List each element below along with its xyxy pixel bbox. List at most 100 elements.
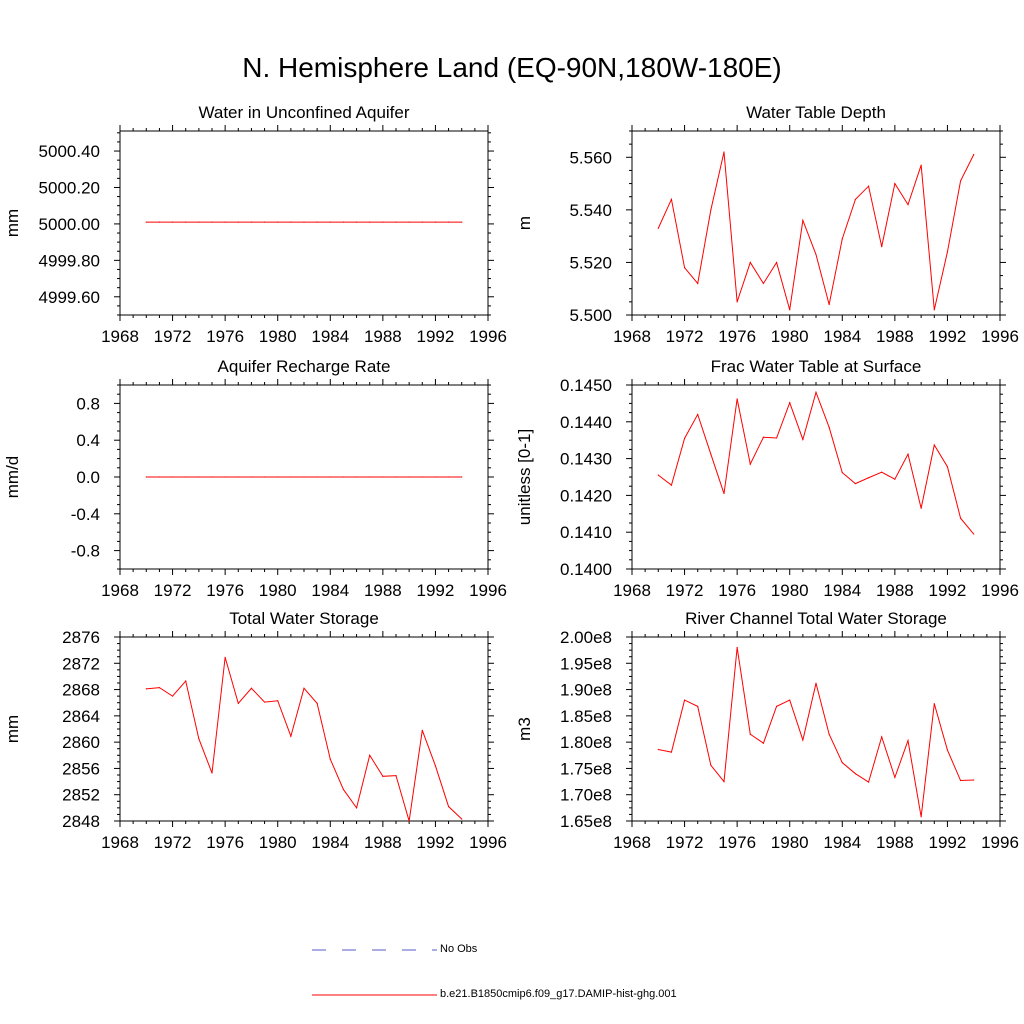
chart-panel-1: Water in Unconfined Aquifer mm 1968 1972 197…	[3, 103, 507, 346]
x-tick-label: 1972	[154, 833, 192, 852]
x-tick-label: 1988	[364, 833, 402, 852]
x-tick-label: 1984	[823, 327, 861, 346]
data-point	[237, 221, 239, 223]
y-tick-label: 1.75e8	[560, 759, 612, 778]
data-point	[670, 751, 673, 753]
y-axis-label: mm/d	[3, 456, 22, 499]
x-tick-label: 1996	[981, 327, 1019, 346]
chart-title: Water Table Depth	[746, 103, 886, 122]
x-tick-label: 1988	[876, 581, 914, 600]
data-point	[211, 772, 213, 774]
y-tick-label: 2860	[62, 733, 100, 752]
data-point	[421, 729, 423, 731]
y-tick-label: 5.500	[569, 306, 612, 325]
x-tick-label: 1984	[311, 833, 349, 852]
x-tick-label: 1988	[876, 327, 914, 346]
x-tick-label: 1984	[311, 327, 349, 346]
y-tick-label: 5000.20	[39, 178, 100, 197]
data-point	[697, 413, 699, 416]
y-tick-label: 1.70e8	[560, 786, 612, 805]
x-tick-label: 1992	[417, 327, 455, 346]
data-point	[723, 780, 725, 783]
data-point	[303, 476, 305, 478]
data-point	[447, 221, 450, 223]
data-point	[158, 476, 161, 478]
y-tick-label: 4999.80	[39, 251, 100, 270]
x-tick-label: 1976	[206, 833, 244, 852]
x-tick-label: 1992	[417, 581, 455, 600]
data-point	[907, 453, 909, 455]
data-point	[447, 476, 450, 478]
data-point	[710, 764, 712, 766]
y-tick-label: 0.1440	[560, 413, 612, 432]
data-point	[736, 398, 738, 400]
data-point	[171, 695, 174, 697]
data-point	[408, 221, 410, 223]
data-point	[145, 688, 147, 690]
data-point	[369, 754, 371, 756]
y-axis-label: m	[515, 216, 534, 230]
data-point	[867, 781, 870, 783]
x-tick-label: 1980	[259, 327, 297, 346]
data-point	[710, 209, 712, 211]
data-point	[434, 221, 437, 223]
y-axis-label: unitless [0-1]	[515, 429, 534, 525]
data-point	[828, 733, 830, 735]
chart-title: River Channel Total Water Storage	[685, 609, 947, 628]
data-point	[224, 476, 226, 478]
y-tick-label: 1.95e8	[560, 654, 612, 673]
data-point	[355, 807, 358, 809]
data-point	[749, 733, 751, 735]
data-point	[290, 476, 292, 478]
data-point	[342, 476, 345, 478]
data-point	[224, 656, 226, 658]
data-point	[854, 198, 857, 200]
data-point	[185, 476, 187, 478]
x-tick-label: 1972	[666, 327, 704, 346]
data-point	[959, 779, 962, 782]
data-point	[198, 738, 200, 740]
data-point	[749, 463, 751, 465]
data-point	[736, 301, 738, 303]
data-point	[789, 309, 791, 311]
data-point	[657, 748, 659, 751]
data-point	[867, 477, 870, 479]
data-point	[369, 476, 371, 478]
data-point	[841, 238, 843, 240]
data-point	[881, 246, 883, 248]
x-tick-label: 1996	[469, 833, 507, 852]
x-tick-label: 1980	[259, 833, 297, 852]
data-point	[277, 476, 279, 478]
y-tick-label: 1.85e8	[560, 707, 612, 726]
x-tick-label: 1972	[666, 833, 704, 852]
data-point	[802, 739, 804, 741]
data-point	[408, 820, 410, 822]
x-tick-label: 1976	[718, 581, 756, 600]
data-point	[828, 426, 830, 428]
data-point	[277, 221, 279, 223]
x-tick-label: 1968	[101, 327, 139, 346]
data-point	[382, 476, 384, 478]
data-point	[237, 702, 239, 704]
data-point	[382, 775, 384, 777]
x-tick-label: 1968	[101, 833, 139, 852]
data-point	[933, 703, 935, 705]
data-point	[316, 221, 318, 223]
data-point	[198, 476, 200, 478]
data-point	[434, 476, 437, 478]
y-tick-label: 2.00e8	[560, 628, 612, 647]
data-point	[316, 702, 318, 704]
y-tick-label: -0.8	[71, 542, 100, 561]
data-point	[854, 483, 857, 485]
data-point	[224, 221, 226, 223]
chart-title: Frac Water Table at Surface	[711, 357, 922, 376]
y-tick-label: 1.80e8	[560, 733, 612, 752]
y-tick-label: 5.540	[569, 201, 612, 220]
page-title: N. Hemisphere Land (EQ-90N,180W-180E)	[242, 52, 782, 83]
chart-panel-3: Aquifer Recharge Rate mm/d 1968 1972 1976 198…	[3, 357, 507, 600]
data-point	[697, 705, 699, 707]
x-tick-label: 1968	[613, 581, 651, 600]
data-point	[211, 221, 213, 223]
data-point	[263, 476, 266, 478]
data-point	[920, 164, 922, 166]
